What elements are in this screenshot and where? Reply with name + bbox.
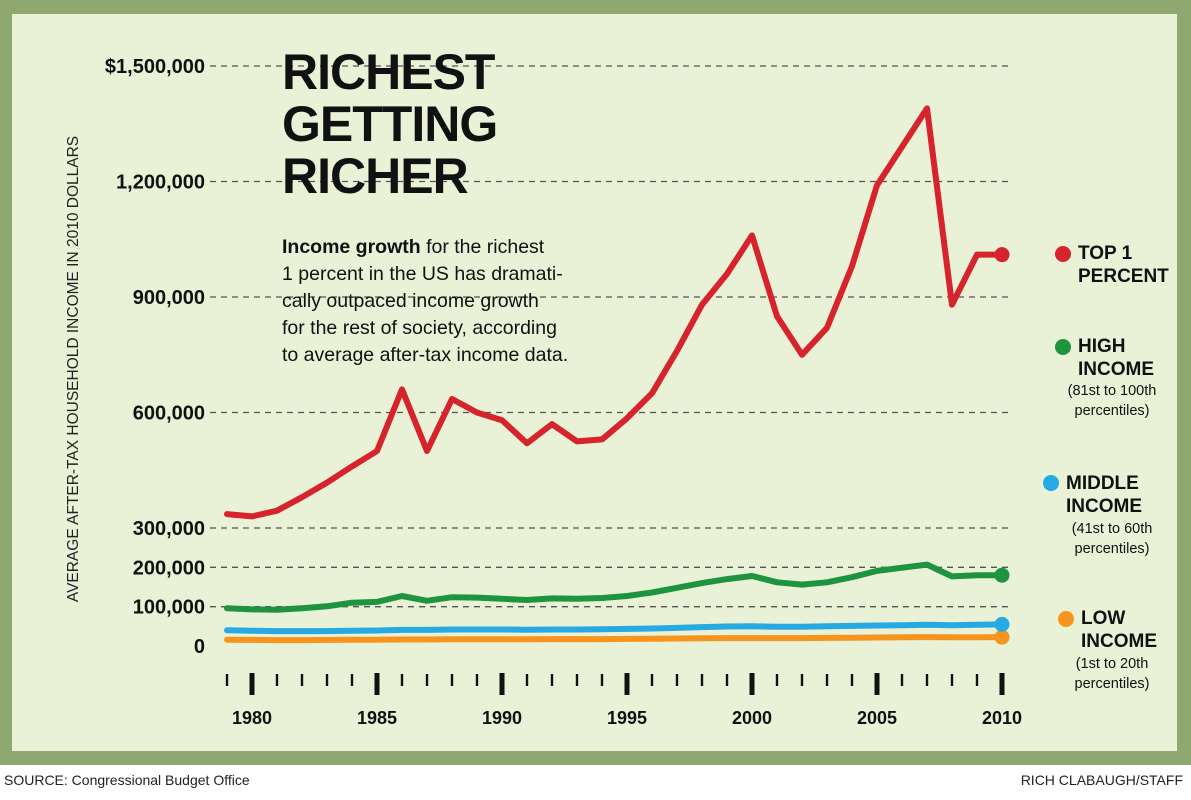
y-tick-label-3: 300,000 xyxy=(133,518,205,540)
x-tick-1991 xyxy=(525,674,529,686)
x-tick-label-1985: 1985 xyxy=(357,708,397,728)
x-tick-2005 xyxy=(874,673,880,695)
y-tick-label-0: 0 xyxy=(194,636,205,658)
legend-dot-middle xyxy=(1043,475,1059,491)
chart-title-line-1: RICHEST xyxy=(282,44,495,100)
endpoint-marker-middle-income xyxy=(994,616,1010,632)
legend-sub-high: (81st to 100th percentiles) xyxy=(1067,383,1157,419)
legend-dot-low xyxy=(1058,611,1074,627)
y-tick-label-6: 1,200,000 xyxy=(116,172,205,194)
endpoint-marker-top-1-percent xyxy=(994,247,1010,263)
series-line-middle-income xyxy=(224,621,1005,635)
x-tick-2007 xyxy=(925,674,929,686)
x-tick-2003 xyxy=(825,674,829,686)
x-tick-1989 xyxy=(475,674,479,686)
x-tick-1994 xyxy=(600,674,604,686)
x-tick-1997 xyxy=(675,674,679,686)
x-tick-1988 xyxy=(450,674,454,686)
chart-title-line-2: GETTING xyxy=(282,96,498,152)
x-tick-1993 xyxy=(575,674,579,686)
x-tick-2001 xyxy=(775,674,779,686)
x-tick-label-2000: 2000 xyxy=(732,708,772,728)
chart-panel: 0 100,000 200,000 300,000 600,000 900,000 1,20… xyxy=(12,14,1177,751)
x-tick-1985 xyxy=(374,673,380,695)
x-tick-label-1995: 1995 xyxy=(607,708,647,728)
intro-line-2: 1 percent in the US has dramati- xyxy=(282,263,563,285)
intro-bold: Income growth xyxy=(282,236,421,258)
intro-line-1: for the richest xyxy=(420,236,545,258)
x-tick-1996 xyxy=(650,674,654,686)
x-tick-1987 xyxy=(425,674,429,686)
legend-sub-low: (1st to 20th percentiles) xyxy=(1074,656,1150,692)
x-tick-2000 xyxy=(749,673,755,695)
endpoint-marker-high-income xyxy=(994,567,1010,583)
legend-label-high: HIGH INCOME xyxy=(1078,336,1154,380)
intro-line-3: cally outpaced income growth xyxy=(282,290,539,312)
x-tick-1982 xyxy=(300,674,304,686)
intro-line-5: to average after-tax income data. xyxy=(282,344,569,366)
x-tick-2006 xyxy=(900,674,904,686)
x-tick-1986 xyxy=(400,674,404,686)
legend-label-top1: TOP 1 PERCENT xyxy=(1078,243,1169,287)
x-tick-2009 xyxy=(975,674,979,686)
x-tick-1979 xyxy=(225,674,229,686)
x-tick-label-2010: 2010 xyxy=(982,708,1022,728)
series-line-high-income xyxy=(224,561,1005,613)
legend-dot-high xyxy=(1055,339,1071,355)
x-tick-label-1990: 1990 xyxy=(482,708,522,728)
x-tick-1992 xyxy=(550,674,554,686)
y-tick-label-2: 200,000 xyxy=(133,557,205,579)
y-axis-label: AVERAGE AFTER-TAX HOUSEHOLD INCOME IN 20… xyxy=(65,136,82,602)
frame-border: 0 100,000 200,000 300,000 600,000 900,000 1,20… xyxy=(0,0,1191,765)
legend-sub-middle: (41st to 60th percentiles) xyxy=(1071,521,1153,557)
x-tick-1995 xyxy=(624,673,630,695)
x-tick-label-2005: 2005 xyxy=(857,708,897,728)
x-tick-label-1980: 1980 xyxy=(232,708,272,728)
x-tick-1981 xyxy=(275,674,279,686)
intro-line-4: for the rest of society, according xyxy=(282,317,557,339)
x-tick-2004 xyxy=(850,674,854,686)
legend-dot-top1 xyxy=(1055,246,1071,262)
x-tick-2010 xyxy=(999,673,1005,695)
chart-title-line-3: RICHER xyxy=(282,148,469,204)
y-tick-label-4: 600,000 xyxy=(133,403,205,425)
credit-note: RICH CLABAUGH/STAFF xyxy=(1020,772,1183,788)
x-tick-1980 xyxy=(249,673,255,695)
legend-label-middle: MIDDLE INCOME xyxy=(1066,473,1142,517)
series-line-top-1-percent xyxy=(224,105,1005,520)
x-tick-1990 xyxy=(499,673,505,695)
y-tick-label-1: 100,000 xyxy=(133,597,205,619)
series-line-low-income xyxy=(224,634,1005,644)
intro-paragraph: Income growth for the richest 1 percent … xyxy=(282,234,627,369)
y-tick-label-7: $1,500,000 xyxy=(105,56,205,78)
legend-label-low: LOW INCOME xyxy=(1081,608,1157,652)
x-tick-1983 xyxy=(325,674,329,686)
x-tick-1984 xyxy=(350,674,354,686)
x-tick-1999 xyxy=(725,674,729,686)
x-tick-2002 xyxy=(800,674,804,686)
x-tick-1998 xyxy=(700,674,704,686)
y-tick-label-5: 900,000 xyxy=(133,287,205,309)
line-chart: 0 100,000 200,000 300,000 600,000 900,000 1,20… xyxy=(65,56,1022,728)
x-tick-2008 xyxy=(950,674,954,686)
endpoint-marker-low-income xyxy=(994,629,1010,645)
source-note: SOURCE: Congressional Budget Office xyxy=(4,772,250,788)
